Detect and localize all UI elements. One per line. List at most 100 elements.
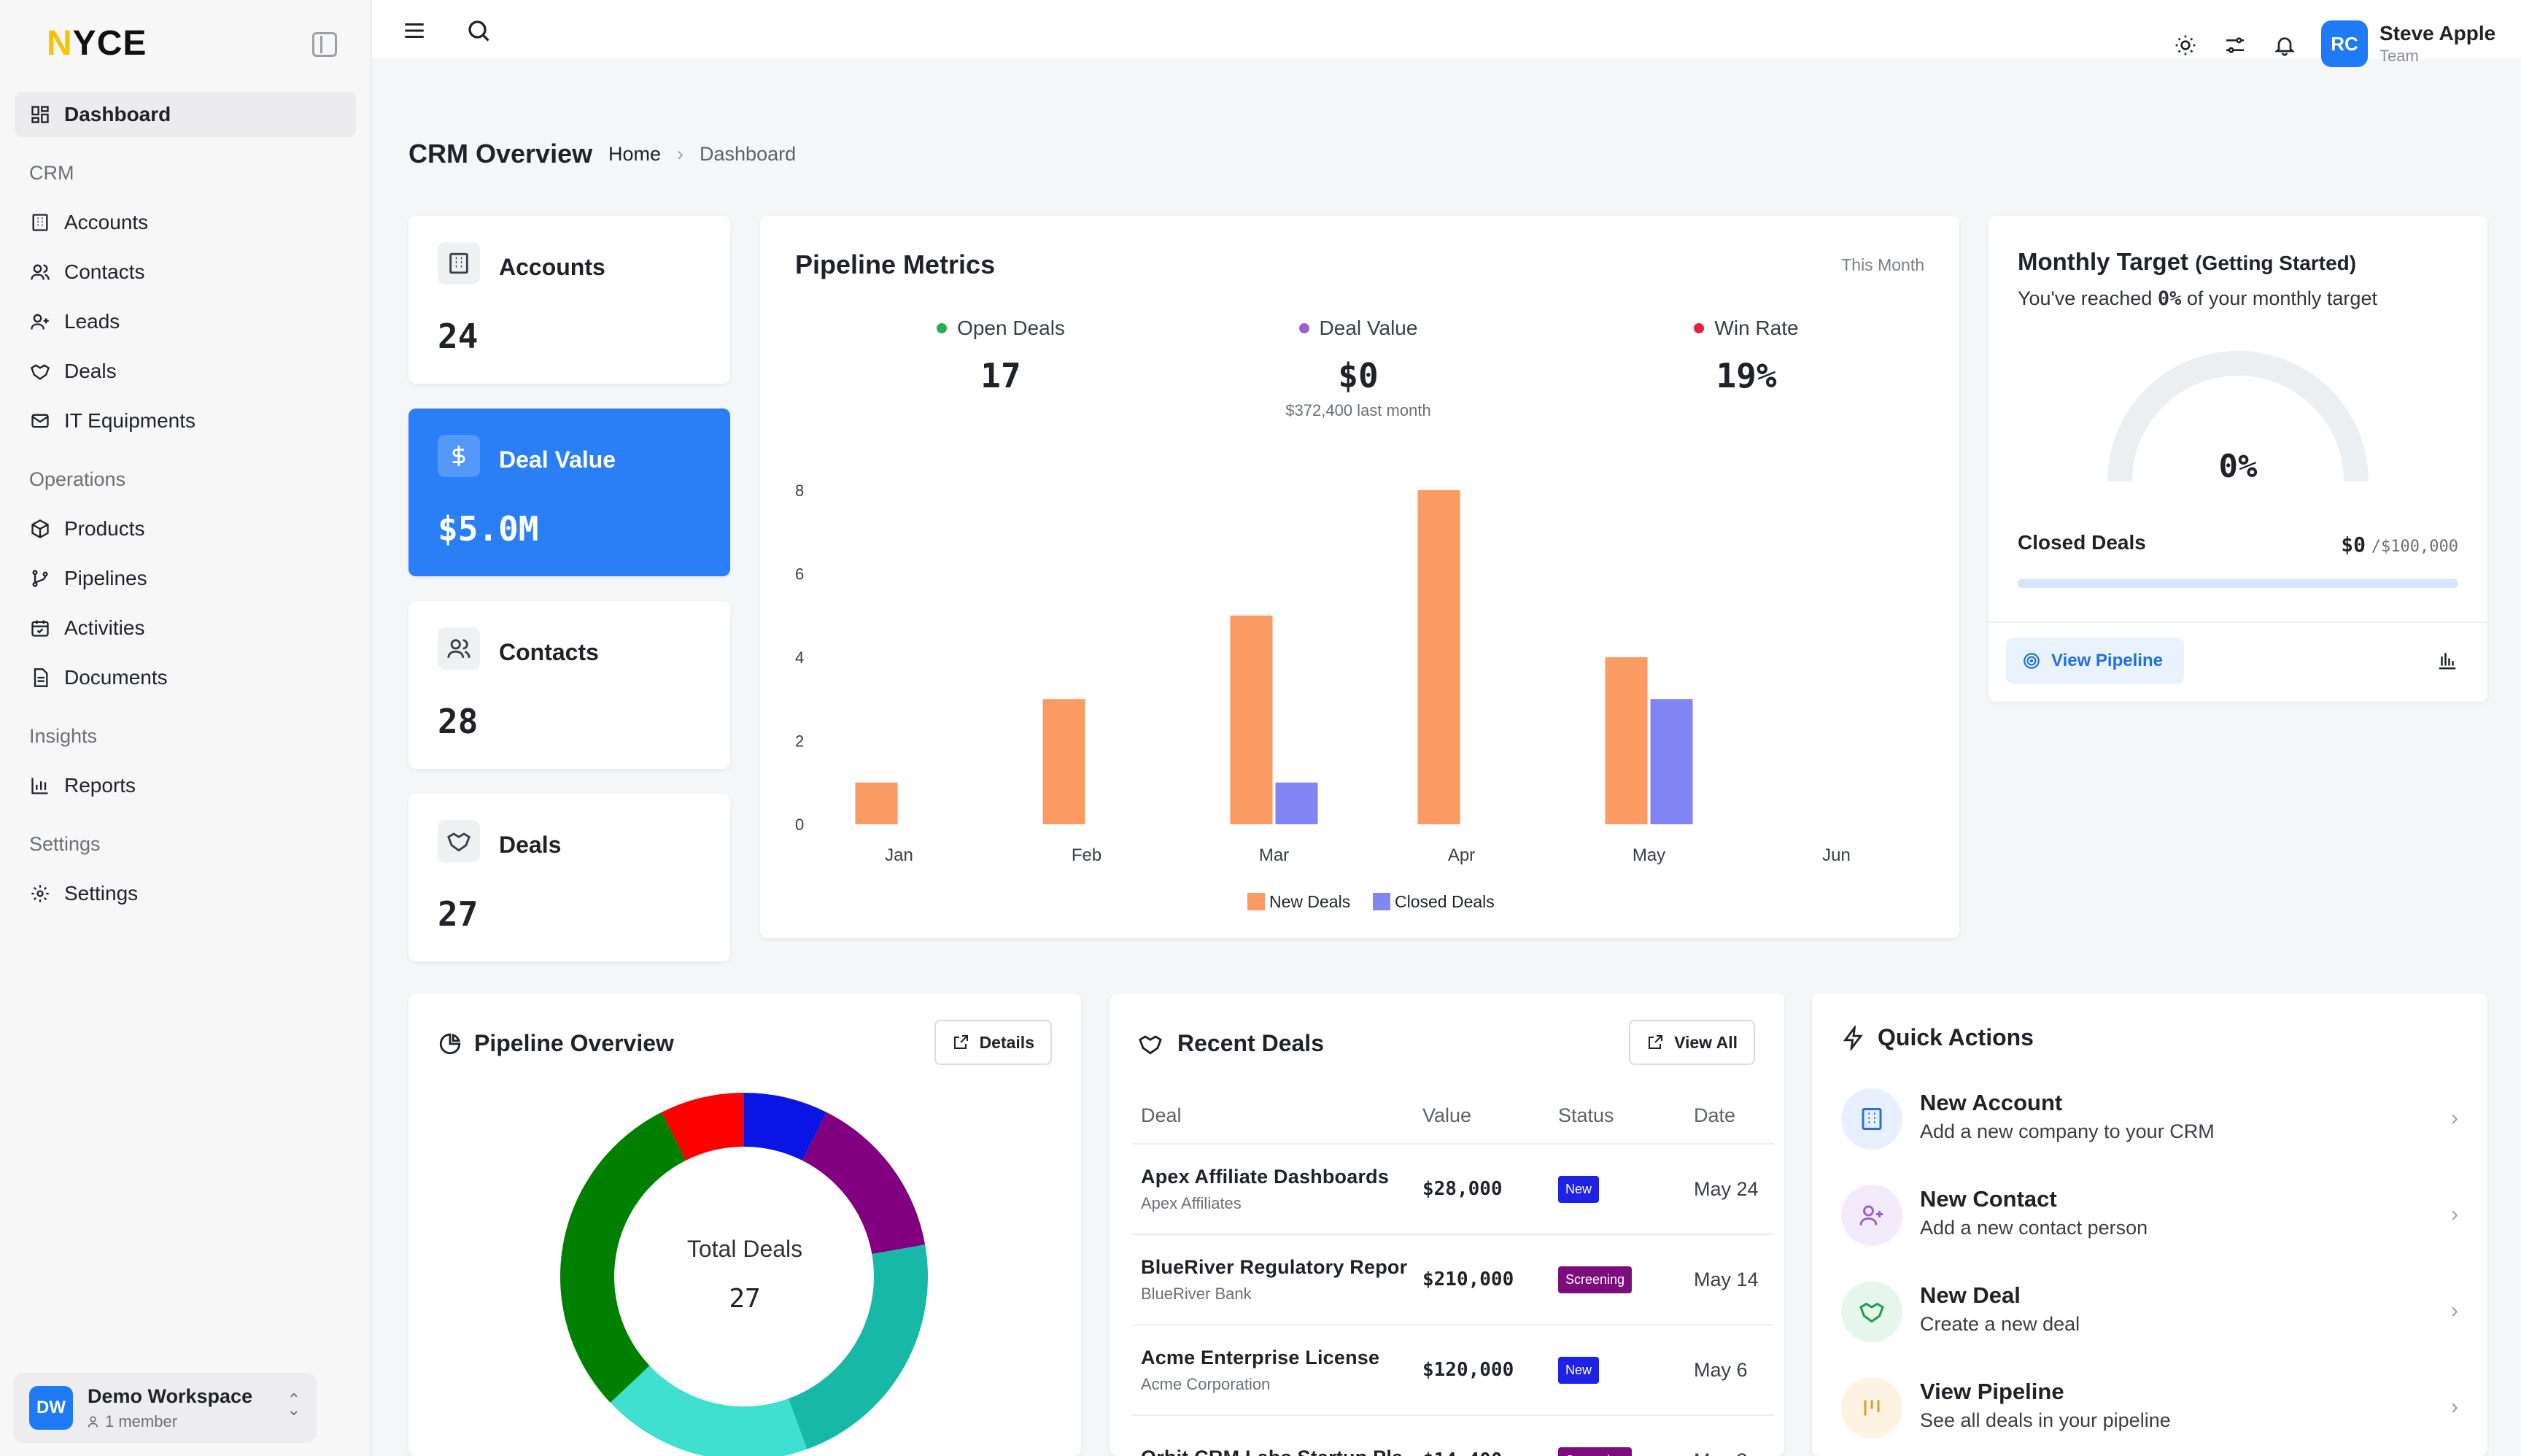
bar-new-deals[interactable] bbox=[1417, 490, 1460, 824]
bar-chart-icon[interactable] bbox=[2436, 649, 2458, 675]
sidebar-item-documents[interactable]: Documents bbox=[15, 655, 356, 700]
stat-card-deal-value[interactable]: Deal Value $5.0M bbox=[408, 408, 730, 576]
view-all-button[interactable]: View All bbox=[1629, 1020, 1755, 1065]
breadcrumb-home[interactable]: Home bbox=[608, 143, 662, 165]
user-name[interactable]: Steve Apple bbox=[2379, 22, 2496, 44]
deal-account: BlueRiver Bank bbox=[1141, 1284, 1252, 1303]
bar-new-deals[interactable] bbox=[855, 782, 898, 824]
column-header[interactable]: Date bbox=[1694, 1088, 1774, 1145]
menu-icon[interactable] bbox=[400, 16, 429, 45]
deals-table: Deal Value Status Date Apex Affiliate Da… bbox=[1132, 1088, 1774, 1456]
sidebar-item-pipelines[interactable]: Pipelines bbox=[15, 556, 356, 601]
quick-action-new-contact[interactable]: New Contact Add a new contact person › bbox=[1841, 1170, 2458, 1258]
sidebar-collapse-icon[interactable] bbox=[312, 32, 337, 57]
workspace-switcher[interactable]: DW Demo Workspace 1 member ⌃ ⌄ bbox=[13, 1373, 317, 1443]
building-icon bbox=[29, 212, 51, 233]
donut-segment[interactable] bbox=[744, 1093, 827, 1161]
legend-swatch bbox=[1373, 893, 1390, 910]
pipeline-bar-chart: 0 2 4 6 8 Jan Feb Mar Apr May Jun New Deals Closed D… bbox=[795, 481, 1851, 911]
table-row[interactable]: Acme Enterprise License Acme Corporation … bbox=[1132, 1325, 1774, 1416]
quick-action-new-account[interactable]: New Account Add a new company to your CR… bbox=[1841, 1074, 2458, 1161]
sun-icon[interactable] bbox=[2171, 31, 2200, 60]
sidebar-item-label: Leads bbox=[64, 310, 120, 333]
table-row[interactable]: Apex Affiliate Dashboards Apex Affiliates… bbox=[1132, 1144, 1774, 1235]
sidebar-item-settings[interactable]: Settings bbox=[15, 871, 356, 916]
user-avatar[interactable]: RC bbox=[2321, 20, 2368, 67]
sidebar-item-label: Pipelines bbox=[64, 567, 147, 589]
period-selector[interactable]: This Month bbox=[1841, 255, 1924, 274]
donut-segment[interactable] bbox=[788, 1244, 928, 1449]
view-pipeline-button[interactable]: View Pipeline bbox=[2006, 638, 2184, 684]
sidebar-item-dashboard[interactable]: Dashboard bbox=[15, 92, 356, 137]
sidebar-item-reports[interactable]: Reports bbox=[15, 763, 356, 808]
stat-card-accounts[interactable]: Accounts 24 bbox=[408, 216, 730, 384]
deal-name[interactable]: BlueRiver Regulatory Repor bbox=[1141, 1255, 1408, 1278]
bar-new-deals[interactable] bbox=[1605, 657, 1648, 824]
deal-name[interactable]: Acme Enterprise License bbox=[1141, 1346, 1380, 1368]
donut-segment[interactable] bbox=[802, 1112, 926, 1255]
search-icon[interactable] bbox=[464, 16, 493, 45]
top-bar bbox=[372, 0, 2521, 58]
deal-account: Apex Affiliates bbox=[1141, 1193, 1242, 1212]
handshake-icon bbox=[29, 360, 51, 382]
bar-closed-deals[interactable] bbox=[1275, 782, 1318, 824]
bar-new-deals[interactable] bbox=[1042, 699, 1085, 824]
stat-label: Accounts bbox=[499, 254, 605, 280]
quick-action-title: New Deal bbox=[1920, 1282, 2021, 1308]
table-header-row: Deal Value Status Date bbox=[1132, 1088, 1774, 1145]
monthly-target-card: Monthly Target (Getting Started) You've … bbox=[1988, 216, 2487, 702]
quick-action-view-pipeline[interactable]: View Pipeline See all deals in your pipe… bbox=[1841, 1363, 2458, 1450]
donut-segment[interactable] bbox=[610, 1366, 808, 1456]
sidebar-item-label: Deals bbox=[64, 360, 117, 382]
handshake-icon bbox=[1138, 1031, 1163, 1060]
table-row[interactable]: Orbit CRM Labs Startup Pla $14,400 Scree… bbox=[1132, 1415, 1774, 1456]
stat-card-deals[interactable]: Deals 27 bbox=[408, 794, 730, 961]
sidebar-item-contacts[interactable]: Contacts bbox=[15, 249, 356, 295]
status-badge: Screening bbox=[1558, 1266, 1633, 1293]
quick-action-new-deal[interactable]: New Deal Create a new deal › bbox=[1841, 1266, 2458, 1354]
bar-new-deals[interactable] bbox=[1230, 615, 1273, 824]
sidebar-item-label: Activities bbox=[64, 616, 145, 639]
sidebar-item-deals[interactable]: Deals bbox=[15, 349, 356, 394]
sidebar-item-label: Dashboard bbox=[64, 103, 171, 125]
legend-label: Closed Deals bbox=[1395, 892, 1495, 911]
sidebar-item-activities[interactable]: Activities bbox=[15, 605, 356, 651]
deal-name[interactable]: Apex Affiliate Dashboards bbox=[1141, 1165, 1390, 1188]
deal-date: May 14 bbox=[1694, 1268, 1759, 1290]
calendar-check-icon bbox=[29, 617, 51, 639]
sidebar-item-label: Accounts bbox=[64, 211, 149, 233]
bell-icon[interactable] bbox=[2270, 31, 2299, 60]
details-button[interactable]: Details bbox=[934, 1020, 1052, 1065]
deal-name[interactable]: Orbit CRM Labs Startup Pla bbox=[1141, 1447, 1422, 1456]
column-header[interactable]: Deal bbox=[1132, 1088, 1422, 1145]
stat-card-contacts[interactable]: Contacts 28 bbox=[408, 601, 730, 769]
donut-segment[interactable] bbox=[661, 1093, 744, 1161]
column-header[interactable]: Value bbox=[1422, 1088, 1558, 1145]
section-settings: Settings bbox=[29, 833, 101, 855]
brand-logo[interactable]: NYCE bbox=[47, 24, 147, 63]
stat-label: Deal Value bbox=[499, 446, 616, 473]
sidebar-item-label: IT Equipments bbox=[64, 409, 196, 432]
table-row[interactable]: BlueRiver Regulatory Repor BlueRiver Bank… bbox=[1132, 1234, 1774, 1325]
x-tick-label: Mar bbox=[1259, 845, 1289, 865]
quick-action-desc: Add a new contact person bbox=[1920, 1217, 2148, 1239]
sidebar-item-products[interactable]: Products bbox=[15, 506, 356, 551]
column-header[interactable]: Status bbox=[1558, 1088, 1694, 1145]
user-role: Team bbox=[2379, 47, 2419, 65]
sidebar-item-accounts[interactable]: Accounts bbox=[15, 200, 356, 245]
deal-value: $28,000 bbox=[1422, 1178, 1503, 1200]
sliders-icon[interactable] bbox=[2220, 31, 2250, 60]
closed-deals-amount: $0 /$100,000 bbox=[2341, 533, 2458, 557]
breadcrumb: Home › Dashboard bbox=[608, 143, 796, 166]
user-plus-icon bbox=[29, 311, 51, 333]
legend-swatch bbox=[1247, 893, 1265, 910]
sidebar-item-leads[interactable]: Leads bbox=[15, 299, 356, 344]
bar-closed-deals[interactable] bbox=[1650, 699, 1693, 824]
workspace-name: Demo Workspace bbox=[88, 1385, 253, 1407]
users-icon bbox=[29, 261, 51, 283]
deal-value: $120,000 bbox=[1422, 1359, 1514, 1381]
sidebar-item-it-equipments[interactable]: IT Equipments bbox=[15, 398, 356, 444]
status-dot bbox=[1694, 323, 1705, 333]
user-plus-icon bbox=[1841, 1185, 1902, 1246]
donut-segment[interactable] bbox=[559, 1112, 686, 1403]
